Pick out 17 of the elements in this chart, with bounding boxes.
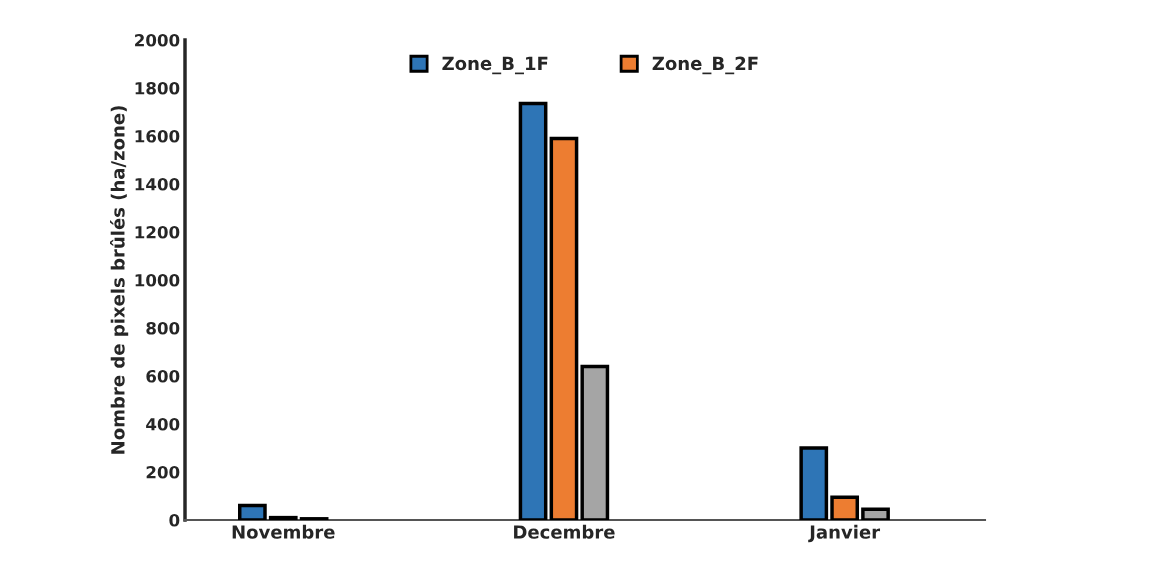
y-tick-label: 200 xyxy=(146,465,180,479)
y-tick-label: 800 xyxy=(146,321,180,335)
y-tick-label: 1200 xyxy=(135,225,180,239)
x-tick-label: Novembre xyxy=(232,524,335,539)
x-tick-label: Janvier xyxy=(808,524,881,543)
legend-label: Zone_B_2F xyxy=(652,56,758,75)
y-tick-label: 1400 xyxy=(135,177,180,191)
y-axis-title: Nombre de pixels brûlés (ha/zone) xyxy=(110,106,129,454)
x-tick-label: Decembre xyxy=(514,524,615,539)
y-tick-label: 1000 xyxy=(135,273,180,287)
y-tick-label: 1800 xyxy=(135,81,180,95)
y-tick-label: 0 xyxy=(169,513,180,527)
y-tick-label: 400 xyxy=(146,417,180,431)
y-tick-label: 600 xyxy=(146,369,180,383)
y-tick-label: 2000 xyxy=(135,33,180,47)
y-tick-label: 1600 xyxy=(135,129,180,143)
legend-label: Zone_B_1F xyxy=(442,56,548,75)
